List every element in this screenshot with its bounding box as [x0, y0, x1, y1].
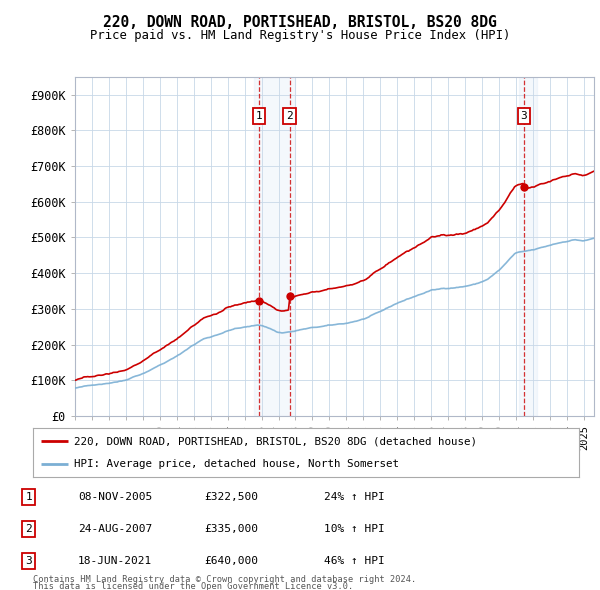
Text: 24% ↑ HPI: 24% ↑ HPI: [324, 493, 385, 502]
Text: 24-AUG-2007: 24-AUG-2007: [78, 525, 152, 534]
Text: 08-NOV-2005: 08-NOV-2005: [78, 493, 152, 502]
Text: 220, DOWN ROAD, PORTISHEAD, BRISTOL, BS20 8DG: 220, DOWN ROAD, PORTISHEAD, BRISTOL, BS2…: [103, 15, 497, 30]
Text: 10% ↑ HPI: 10% ↑ HPI: [324, 525, 385, 534]
Text: 1: 1: [256, 111, 263, 121]
Text: 1: 1: [25, 493, 32, 502]
Text: 3: 3: [520, 111, 527, 121]
Text: £322,500: £322,500: [204, 493, 258, 502]
Text: £335,000: £335,000: [204, 525, 258, 534]
Text: Price paid vs. HM Land Registry's House Price Index (HPI): Price paid vs. HM Land Registry's House …: [90, 29, 510, 42]
Text: £640,000: £640,000: [204, 556, 258, 566]
Bar: [254, 77, 295, 416]
Text: Contains HM Land Registry data © Crown copyright and database right 2024.: Contains HM Land Registry data © Crown c…: [33, 575, 416, 584]
Text: 3: 3: [25, 556, 32, 566]
Text: This data is licensed under the Open Government Licence v3.0.: This data is licensed under the Open Gov…: [33, 582, 353, 590]
Text: HPI: Average price, detached house, North Somerset: HPI: Average price, detached house, Nort…: [74, 458, 399, 468]
Text: 220, DOWN ROAD, PORTISHEAD, BRISTOL, BS20 8DG (detached house): 220, DOWN ROAD, PORTISHEAD, BRISTOL, BS2…: [74, 437, 477, 447]
Text: 2: 2: [25, 525, 32, 534]
Text: 2: 2: [286, 111, 293, 121]
Bar: [518, 77, 538, 416]
Text: 46% ↑ HPI: 46% ↑ HPI: [324, 556, 385, 566]
Text: 18-JUN-2021: 18-JUN-2021: [78, 556, 152, 566]
